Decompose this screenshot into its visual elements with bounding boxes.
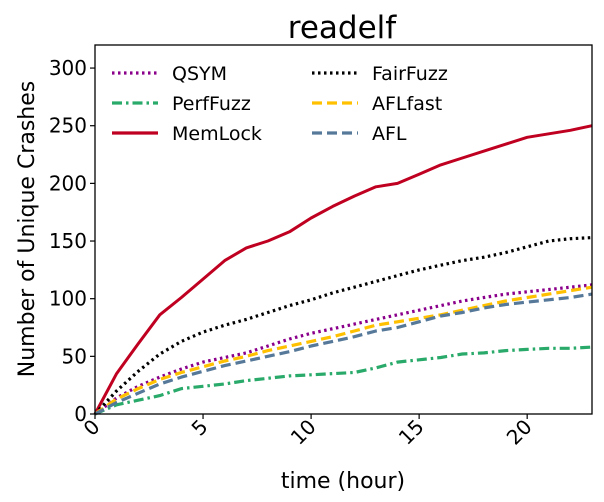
- y-tick-label: 0: [74, 402, 87, 426]
- legend: QSYM PerfFuzz MemLock FairFuzz AFLfast AFL: [112, 63, 448, 145]
- y-tick-label: 50: [62, 344, 87, 368]
- series-line-perffuzz: [94, 345, 593, 416]
- x-tick-label: 15: [394, 415, 429, 450]
- y-tick-label: 300: [49, 56, 87, 80]
- series-line-memlock: [93, 124, 593, 415]
- series-line-fairfuzz: [93, 236, 593, 416]
- x-tick-label: 5: [187, 415, 213, 441]
- y-tick-label: 100: [49, 287, 87, 311]
- x-tick-label: 20: [502, 415, 537, 450]
- plot-frame: [94, 44, 593, 415]
- x-tick-label: 10: [286, 415, 321, 450]
- y-axis-label: Number of Unique Crashes: [15, 81, 40, 377]
- series-line-afl: [94, 292, 593, 416]
- legend-label-fairfuzz: FairFuzz: [372, 63, 448, 85]
- chart-title: readelf: [288, 10, 397, 46]
- y-tick-label: 200: [49, 171, 87, 195]
- legend-label-aflfast: AFLfast: [372, 93, 442, 115]
- legend-label-memlock: MemLock: [172, 123, 262, 145]
- series-line-aflfast: [94, 285, 593, 416]
- legend-label-afl: AFL: [372, 123, 407, 145]
- legend-label-qsym: QSYM: [172, 63, 227, 85]
- series-line-qsym: [94, 283, 593, 416]
- series-layer: [93, 124, 593, 416]
- x-axis-label: time (hour): [281, 469, 405, 494]
- y-tick-label: 150: [49, 229, 87, 253]
- legend-label-perffuzz: PerfFuzz: [172, 93, 251, 115]
- y-tick-label: 250: [49, 114, 87, 138]
